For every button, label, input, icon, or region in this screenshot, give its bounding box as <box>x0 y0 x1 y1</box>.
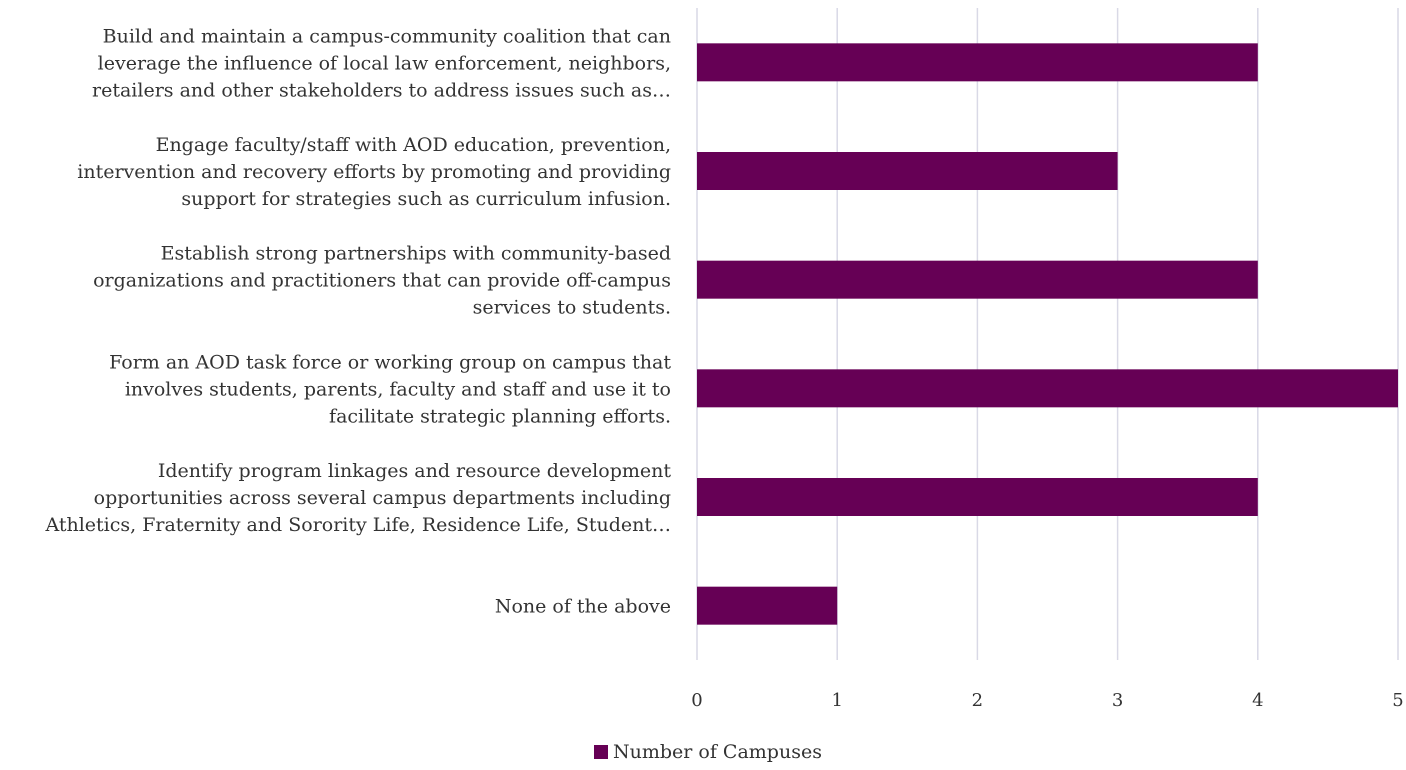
category-label-line: Form an AOD task force or working group … <box>109 351 671 373</box>
category-label-line: leverage the influence of local law enfo… <box>98 52 671 74</box>
category-label-line: opportunities across several campus depa… <box>94 487 671 509</box>
x-tick-label: 2 <box>972 690 983 711</box>
bars <box>697 43 1398 625</box>
category-label-line: retailers and other stakeholders to addr… <box>92 79 671 101</box>
category-label: Establish strong partnerships with commu… <box>93 243 671 319</box>
category-label: Engage faculty/staff with AOD education,… <box>77 134 671 210</box>
category-label-line: involves students, parents, faculty and … <box>125 378 671 400</box>
grid-lines <box>696 8 1399 660</box>
x-tick-label: 4 <box>1252 690 1263 711</box>
category-label-line: intervention and recovery efforts by pro… <box>77 161 671 183</box>
category-label-line: Athletics, Fraternity and Sorority Life,… <box>44 514 671 536</box>
bar <box>697 43 1258 82</box>
category-label: Build and maintain a campus-community co… <box>92 25 671 101</box>
category-label-line: Identify program linkages and resource d… <box>158 460 671 482</box>
legend: Number of Campuses <box>594 741 822 763</box>
category-label-line: Establish strong partnerships with commu… <box>161 243 671 265</box>
x-tick-label: 3 <box>1112 690 1123 711</box>
category-label-line: services to students. <box>473 297 671 319</box>
category-label-line: Build and maintain a campus-community co… <box>103 25 671 47</box>
x-tick-label: 5 <box>1392 690 1403 711</box>
bar <box>697 369 1398 408</box>
bar <box>697 586 838 625</box>
bar <box>697 478 1258 516</box>
category-label-line: facilitate strategic planning efforts. <box>329 405 671 427</box>
category-label: None of the above <box>495 596 671 618</box>
category-label: Form an AOD task force or working group … <box>109 351 671 427</box>
category-labels: Build and maintain a campus-community co… <box>44 25 671 617</box>
legend-swatch <box>594 745 608 759</box>
category-label-line: support for strategies such as curriculu… <box>181 188 671 210</box>
x-tick-label: 1 <box>831 690 842 711</box>
category-label-line: Engage faculty/staff with AOD education,… <box>156 134 671 156</box>
category-label: Identify program linkages and resource d… <box>44 460 671 536</box>
legend-label: Number of Campuses <box>613 741 822 763</box>
bar <box>697 152 1118 190</box>
bar <box>697 260 1258 299</box>
x-axis-tick-labels: 0 1 2 3 4 5 <box>691 690 1403 711</box>
x-tick-label: 0 <box>691 690 702 711</box>
category-label-line: organizations and practitioners that can… <box>93 270 671 292</box>
category-label-line: None of the above <box>495 596 671 618</box>
